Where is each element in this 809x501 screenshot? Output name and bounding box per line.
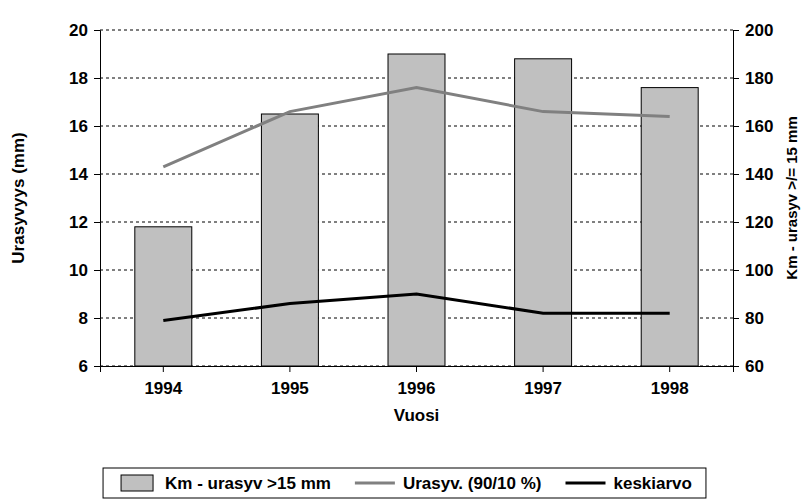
legend-swatch <box>566 482 606 485</box>
tick-label: 140 <box>745 165 773 184</box>
y2-axis: 60 80 100 120 140 160 180 200 <box>733 21 773 376</box>
tick-mark <box>733 318 739 319</box>
tick-label: 1997 <box>524 379 562 398</box>
tick-mark <box>94 318 100 319</box>
tick: 1995 <box>271 366 309 398</box>
y2-axis-title: Km - urasyv >/= 15 mm <box>783 116 800 279</box>
tick: 18 <box>69 69 100 88</box>
tick: 120 <box>733 213 773 232</box>
tick-mark <box>94 78 100 79</box>
tick-label: 12 <box>69 213 88 232</box>
tick: 1997 <box>524 366 562 398</box>
tick-label: 1994 <box>144 379 182 398</box>
tick-mark <box>669 366 670 372</box>
tick-mark <box>94 270 100 271</box>
tick: 200 <box>733 21 773 40</box>
legend-label: Km - urasyv >15 mm <box>165 474 331 493</box>
tick: 1998 <box>651 366 689 398</box>
x-axis-title: Vuosi <box>394 406 440 425</box>
tick-mark <box>94 174 100 175</box>
tick: 160 <box>733 117 773 136</box>
tick: 1996 <box>398 366 436 398</box>
tick-mark <box>733 222 739 223</box>
tick-label: 1998 <box>651 379 689 398</box>
plot-area: 6 8 10 12 14 16 18 20 60 80 100 120 140 160 180 200 1994… <box>69 21 773 398</box>
tick: 180 <box>733 69 773 88</box>
bar <box>261 114 318 366</box>
tick-label: 6 <box>79 357 88 376</box>
tick: 80 <box>733 309 764 328</box>
tick: 20 <box>69 21 100 40</box>
y-axis: 6 8 10 12 14 16 18 20 <box>69 21 100 376</box>
tick-label: 1996 <box>398 379 436 398</box>
tick-mark <box>94 30 100 31</box>
tick-mark <box>94 222 100 223</box>
tick-label: 8 <box>79 309 88 328</box>
tick: 10 <box>69 261 100 280</box>
tick-label: 180 <box>745 69 773 88</box>
marks <box>135 54 698 366</box>
bar <box>641 88 698 366</box>
line <box>163 88 669 167</box>
tick-mark <box>94 126 100 127</box>
bar <box>135 227 192 366</box>
legend-box <box>103 468 706 498</box>
tick-label: 80 <box>745 309 764 328</box>
axis-line <box>101 367 734 373</box>
legend-items: Km - urasyv >15 mm Urasyv. (90/10 %) keski… <box>121 474 692 493</box>
tick-mark <box>733 174 739 175</box>
tick-mark <box>543 366 544 372</box>
tick: 140 <box>733 165 773 184</box>
tick: 16 <box>69 117 100 136</box>
bar <box>515 59 572 366</box>
tick-mark <box>733 78 739 79</box>
tick-label: 120 <box>745 213 773 232</box>
chart: 6 8 10 12 14 16 18 20 60 80 100 120 140 160 180 200 1994… <box>0 0 809 501</box>
tick: 8 <box>79 309 100 328</box>
tick-label: 16 <box>69 117 88 136</box>
bar <box>388 54 445 366</box>
legend-item: Km - urasyv >15 mm <box>121 474 331 493</box>
tick-mark <box>94 366 100 367</box>
tick-label: 18 <box>69 69 88 88</box>
tick-label: 160 <box>745 117 773 136</box>
tick-mark <box>416 366 417 372</box>
legend-item: keskiarvo <box>566 474 692 493</box>
y-axis-title: Urasyvyys (mm) <box>9 132 28 263</box>
tick: 14 <box>69 165 100 184</box>
grid-line <box>100 30 733 31</box>
tick-mark <box>733 270 739 271</box>
legend-swatch <box>355 482 395 485</box>
x-axis: 1994 1995 1996 1997 1998 <box>101 366 734 398</box>
grid <box>100 30 733 366</box>
tick-label: 1995 <box>271 379 309 398</box>
legend-swatch <box>121 475 153 491</box>
axis-line <box>734 31 740 367</box>
tick-label: 10 <box>69 261 88 280</box>
tick: 12 <box>69 213 100 232</box>
tick: 6 <box>79 357 100 376</box>
tick-mark <box>733 126 739 127</box>
tick-mark <box>163 366 164 372</box>
tick-label: 100 <box>745 261 773 280</box>
legend-label: Urasyv. (90/10 %) <box>403 474 542 493</box>
tick: 1994 <box>144 366 182 398</box>
tick-mark <box>733 30 739 31</box>
tick-label: 14 <box>69 165 88 184</box>
tick: 60 <box>733 357 764 376</box>
tick-label: 200 <box>745 21 773 40</box>
tick-label: 60 <box>745 357 764 376</box>
legend-label: keskiarvo <box>614 474 692 493</box>
legend: Km - urasyv >15 mm Urasyv. (90/10 %) keski… <box>103 468 706 498</box>
tick-label: 20 <box>69 21 88 40</box>
legend-item: Urasyv. (90/10 %) <box>355 474 542 493</box>
tick: 100 <box>733 261 773 280</box>
tick-mark <box>289 366 290 372</box>
axis-line <box>94 31 101 367</box>
line <box>163 294 669 320</box>
